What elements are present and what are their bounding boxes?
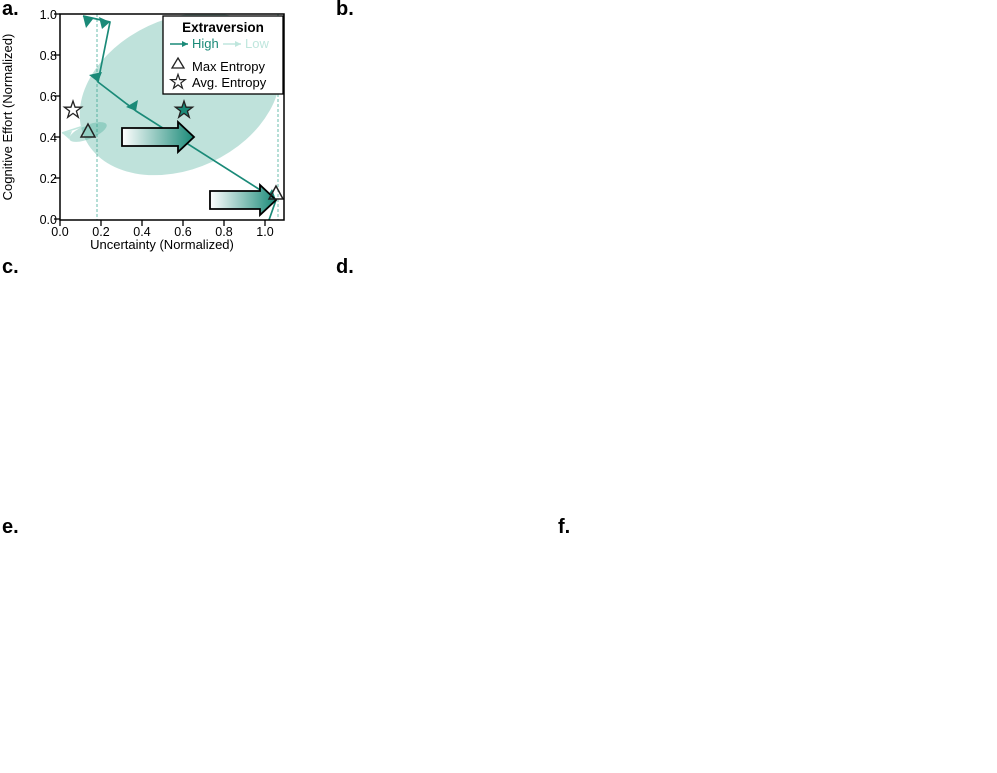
svg-text:1.0: 1.0 — [256, 225, 273, 239]
svg-text:0.0: 0.0 — [51, 225, 68, 239]
svg-text:0.2: 0.2 — [40, 172, 57, 186]
svg-text:1.0: 1.0 — [40, 8, 57, 22]
svg-text:Cognitive Effort (Normalized): Cognitive Effort (Normalized) — [0, 34, 15, 201]
svg-text:Uncertainty (Normalized): Uncertainty (Normalized) — [90, 237, 234, 252]
svg-text:0.4: 0.4 — [40, 131, 57, 145]
svg-text:0.8: 0.8 — [40, 49, 57, 63]
svg-text:0.6: 0.6 — [40, 90, 57, 104]
